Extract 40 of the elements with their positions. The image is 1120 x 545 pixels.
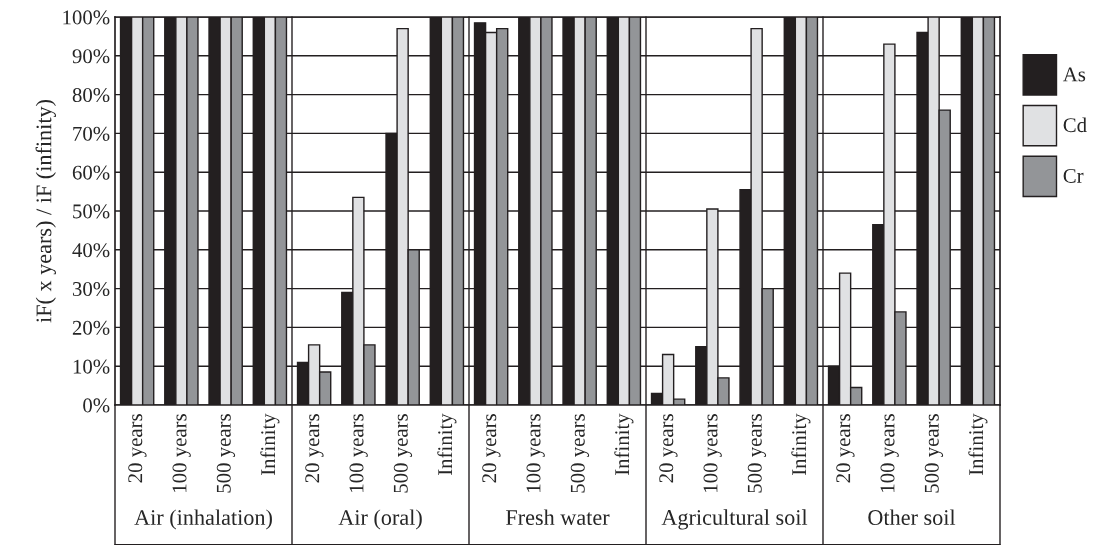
y-tick-label: 100% [63,10,110,25]
x-tick-label: 20 years [482,414,501,483]
y-axis-title: iF( x years) / iF (infinity) [35,99,56,323]
x-tick-label: 20 years [305,414,324,483]
x-tick-label: 500 years [393,414,413,493]
x-tick-label: 500 years [747,414,767,493]
y-tick-label: 60% [72,165,110,180]
text: Air (oral) [338,509,422,530]
y-tick-label: 90% [72,49,110,64]
y-tick-label: 80% [72,87,110,103]
x-tick-label: 100 years [172,414,191,492]
y-tick-label: 0% [83,398,110,413]
legend-label: Cd [1063,117,1087,133]
x-tick-label: 500 years [924,414,944,493]
x-tick-label: 500 years [216,414,236,493]
y-tick-label: 30% [72,281,110,297]
x-tick-label: Infinity [260,413,280,476]
y-tick-label: 50% [73,204,110,219]
x-tick-label: Infinity [968,413,988,476]
y-tick-label: 20% [72,320,110,335]
text: Fresh water [505,509,610,526]
x-tick-label: Infinity [614,413,634,476]
text: Other soil [868,509,956,526]
x-tick-label: 20 years [659,414,678,483]
x-tick-label: 20 years [128,414,147,483]
legend-label: Cr [1063,168,1084,183]
x-tick-label: 500 years [570,414,590,493]
x-tick-label: 100 years [349,414,368,492]
y-tick-label: 70% [73,126,110,141]
x-tick-label: Infinity [791,413,811,476]
y-tick-label: 10% [73,359,110,374]
text: Air (inhalation) [134,509,272,530]
x-tick-label: 100 years [703,414,722,492]
text: Agricultural soil [661,509,808,530]
x-tick-label: Infinity [437,413,457,476]
x-tick-label: 20 years [836,414,855,483]
x-tick-label: 100 years [526,414,545,492]
legend-label: As [1062,67,1086,82]
y-tick-label: 40% [72,243,110,258]
x-tick-label: 100 years [880,414,899,492]
